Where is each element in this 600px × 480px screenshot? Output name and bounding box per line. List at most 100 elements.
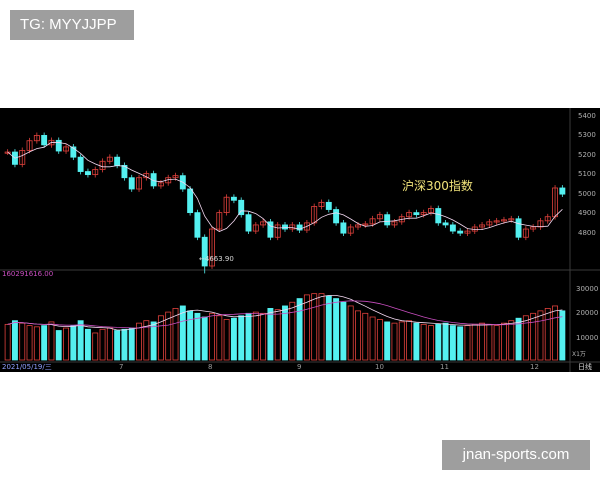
volume-bar <box>143 320 150 361</box>
volume-bar <box>260 312 267 361</box>
candle-body <box>252 224 259 232</box>
volume-bar <box>355 310 361 361</box>
volume-bar <box>296 298 303 361</box>
candle-body <box>267 221 274 238</box>
candle-body <box>369 218 376 225</box>
period-label: 日线 <box>578 362 592 371</box>
candle-body <box>522 228 529 238</box>
volume-bar <box>325 295 332 361</box>
candle-body <box>457 230 464 234</box>
volume-bar <box>340 301 347 361</box>
candle-body <box>63 146 69 152</box>
volume-bar <box>369 316 376 361</box>
volume-ma-line-short <box>7 294 563 331</box>
candle-body <box>33 135 40 142</box>
volume-bar <box>26 325 33 361</box>
volume-bar <box>384 321 391 361</box>
volume-bar <box>362 312 369 361</box>
volume-bar <box>114 330 121 361</box>
candle-body <box>187 188 194 214</box>
volume-bar <box>4 323 11 361</box>
candle-body <box>435 208 442 224</box>
volume-bar <box>303 294 310 361</box>
volume-bar <box>230 317 237 361</box>
volume-bar <box>544 307 551 361</box>
candle-body <box>559 187 566 195</box>
volume-bar <box>165 311 172 361</box>
volume-bar <box>150 321 157 361</box>
volume-bar <box>501 322 507 361</box>
volume-bar <box>398 321 405 361</box>
chart-canvas: 5400 5300 5200 5100 5000 4900 4800 30000… <box>0 108 600 372</box>
volume-bar <box>391 322 398 361</box>
candle-body <box>289 224 296 230</box>
candle-body <box>325 201 332 210</box>
volume-bar <box>311 293 318 361</box>
candle-body <box>216 212 223 230</box>
volume-bar <box>464 325 471 361</box>
volume-bar <box>106 327 113 361</box>
price-axis: 5400 5300 5200 5100 5000 4900 4800 <box>578 112 596 237</box>
volume-bar <box>530 312 537 361</box>
price-tick-label: 5300 <box>578 131 596 139</box>
candle-body <box>318 201 325 207</box>
candle-body <box>245 214 252 232</box>
volume-bar <box>267 307 274 361</box>
volume-bar <box>63 327 69 361</box>
candle-body <box>223 196 230 214</box>
candle-body <box>209 228 215 267</box>
volume-bar <box>121 328 128 361</box>
price-tick-label: 4800 <box>578 229 596 237</box>
price-ma-line <box>7 141 563 232</box>
volume-tick-label: 20000 <box>576 309 598 317</box>
volume-bar <box>333 298 340 361</box>
candle-body <box>172 175 179 179</box>
candle-body <box>486 221 493 226</box>
candle-body <box>420 212 427 216</box>
candle-body <box>55 139 62 152</box>
volume-bar <box>33 326 40 361</box>
candle-body <box>296 224 303 231</box>
candle-body <box>384 214 391 226</box>
candle-body <box>26 140 33 151</box>
volume-bar <box>252 311 259 361</box>
tg-overlay-label: TG: MYYJJPP <box>10 10 134 40</box>
volume-bar <box>289 301 296 361</box>
date-label: 2021/05/19/三 <box>2 363 52 371</box>
volume-bar <box>245 312 252 361</box>
candle-body <box>479 224 486 228</box>
volume-bar <box>70 325 77 361</box>
low-price-marker: ←4663.90 <box>199 255 234 263</box>
candle-body <box>355 224 361 228</box>
volume-bar <box>84 328 91 361</box>
volume-bar <box>223 319 230 361</box>
candle-body <box>274 224 281 238</box>
volume-tick-label: 30000 <box>576 285 598 293</box>
price-tick-label: 5200 <box>578 151 596 159</box>
volume-bar <box>187 310 194 361</box>
volume-bar <box>172 307 179 361</box>
candle-body <box>230 196 237 201</box>
candle-body <box>201 236 208 267</box>
volume-bar <box>537 310 544 361</box>
candle-body <box>515 218 522 238</box>
candle-body <box>333 209 340 224</box>
volume-ma-line-long <box>7 300 563 329</box>
candle-body <box>340 222 347 234</box>
candle-body <box>238 199 245 216</box>
volume-bar <box>19 322 26 361</box>
month-label: 10 <box>375 363 384 371</box>
volume-bar <box>559 310 566 361</box>
month-label: 9 <box>297 363 301 371</box>
stock-chart-panel: 5400 5300 5200 5100 5000 4900 4800 30000… <box>0 108 600 372</box>
volume-tick-label: 10000 <box>576 334 598 342</box>
volume-bar <box>179 305 186 361</box>
volume-bar <box>435 323 442 361</box>
volume-bar <box>420 323 427 361</box>
volume-bar <box>77 320 84 361</box>
volume-bar <box>128 327 135 361</box>
candle-body <box>92 169 99 176</box>
volume-bar <box>41 325 48 361</box>
candle-body <box>282 224 288 230</box>
candle-body <box>442 222 449 226</box>
